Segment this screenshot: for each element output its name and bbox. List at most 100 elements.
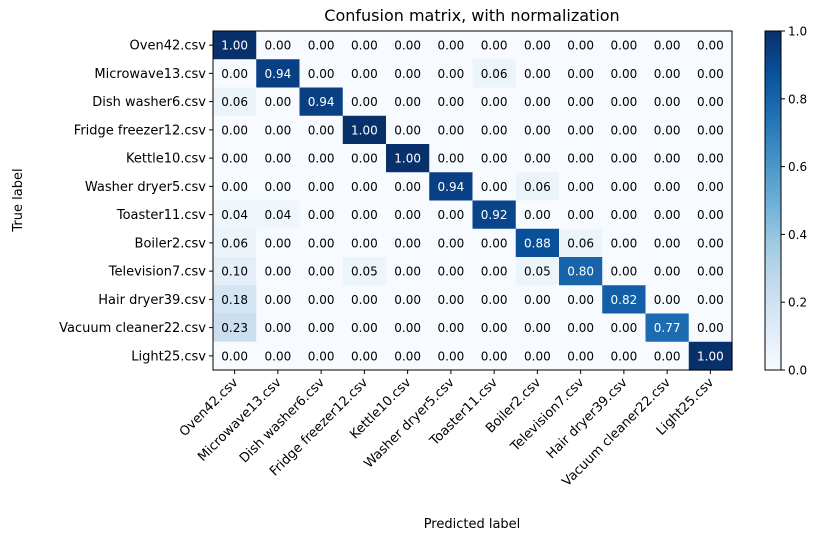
cell-value-label: 0.00 <box>438 208 465 222</box>
heatmap-cell <box>386 313 430 343</box>
cell-value-label: 0.00 <box>394 95 421 109</box>
heatmap-cell <box>342 59 387 89</box>
heatmap-cell <box>256 200 301 230</box>
heatmap-cell <box>645 341 690 371</box>
cell-value-label: 0.00 <box>394 180 421 194</box>
cell-value-label: 0.00 <box>481 293 508 307</box>
cell-value-label: 0.00 <box>265 39 292 53</box>
cell-value-label: 0.00 <box>351 95 378 109</box>
heatmap-cell <box>688 285 733 315</box>
heatmap-cell <box>213 59 257 89</box>
cell-value-label: 0.00 <box>697 321 724 335</box>
cell-value-label: 0.00 <box>567 293 594 307</box>
cell-value-label: 0.00 <box>438 95 465 109</box>
heatmap-cell <box>299 115 344 145</box>
cell-value-label: 0.00 <box>308 321 335 335</box>
cell-value-label: 0.00 <box>654 95 681 109</box>
cell-value-label: 0.00 <box>481 95 508 109</box>
cell-value-label: 0.00 <box>394 236 421 250</box>
cell-value-label: 0.00 <box>438 321 465 335</box>
heatmap-cell <box>559 172 603 202</box>
cell-value-label: 0.00 <box>351 39 378 53</box>
heatmap-cell <box>472 285 517 315</box>
heatmap-cell <box>688 144 733 173</box>
y-tick-label: Television7.csv <box>108 265 207 280</box>
cell-value-label: 0.00 <box>567 208 594 222</box>
y-tick-label: Dish washer6.csv <box>92 95 206 110</box>
cell-value-label: 0.00 <box>438 39 465 53</box>
cell-value-label: 0.00 <box>265 349 292 363</box>
cell-value-label: 0.00 <box>654 293 681 307</box>
cell-value-label: 0.23 <box>221 321 248 335</box>
heatmap-cell <box>299 200 344 230</box>
cell-value-label: 0.00 <box>265 236 292 250</box>
heatmap-cell <box>472 341 517 371</box>
cell-value-label: 0.06 <box>567 236 594 250</box>
cell-value-label: 0.00 <box>394 321 421 335</box>
heatmap-cell <box>299 285 344 315</box>
cell-value-label: 0.18 <box>221 293 248 307</box>
cell-value-label: 0.00 <box>611 123 638 137</box>
cell-value-label: 0.00 <box>265 265 292 279</box>
y-tick-label: Washer dryer5.csv <box>85 180 206 195</box>
heatmap-cell <box>688 200 733 230</box>
colorbar-tick-label: 0.2 <box>788 296 807 310</box>
cell-value-label: 0.00 <box>611 67 638 81</box>
cell-value-label: 0.00 <box>394 293 421 307</box>
cell-value-label: 0.00 <box>221 67 248 81</box>
cell-value-label: 0.00 <box>611 39 638 53</box>
heatmap-cell <box>472 228 517 258</box>
heatmap-cell <box>342 144 387 173</box>
cell-value-label: 0.00 <box>351 208 378 222</box>
cell-value-label: 0.00 <box>308 67 335 81</box>
cell-value-label: 0.04 <box>265 208 292 222</box>
colorbar-ticks: 0.0 0.2 0.4 0.6 0.8 1.0 <box>781 25 807 378</box>
cell-value-label: 0.00 <box>221 123 248 137</box>
cell-value-label: 0.00 <box>265 123 292 137</box>
cell-value-label: 0.00 <box>524 67 551 81</box>
cell-value-label: 0.00 <box>654 67 681 81</box>
heatmap-cell <box>256 59 301 89</box>
heatmap-cell <box>515 228 560 258</box>
cell-value-label: 0.00 <box>438 236 465 250</box>
heatmap-cell <box>299 172 344 202</box>
heatmap-cell <box>645 200 690 230</box>
heatmap-cell <box>515 87 560 117</box>
cell-value-label: 0.00 <box>221 349 248 363</box>
cell-value-label: 0.00 <box>351 180 378 194</box>
cell-value-label: 0.00 <box>394 208 421 222</box>
cell-value-label: 0.00 <box>697 67 724 81</box>
heatmap-cell <box>429 200 474 230</box>
heatmap-cell <box>213 87 257 117</box>
heatmap-cell <box>256 115 301 145</box>
cell-value-label: 0.00 <box>611 95 638 109</box>
heatmap-cell <box>429 313 474 343</box>
heatmap-cell <box>645 144 690 173</box>
cell-value-label: 0.94 <box>265 67 292 81</box>
cell-value-label: 0.00 <box>611 152 638 166</box>
cell-value-label: 0.04 <box>221 208 248 222</box>
cell-value-label: 0.00 <box>524 208 551 222</box>
heatmap-cell <box>386 257 430 286</box>
colorbar-tick-label: 0.0 <box>788 364 807 378</box>
heatmap-cell <box>386 115 430 145</box>
cell-value-label: 0.00 <box>654 208 681 222</box>
y-tick-label: Boiler2.csv <box>135 236 207 251</box>
cell-value-label: 0.00 <box>611 180 638 194</box>
cell-value-label: 0.00 <box>351 349 378 363</box>
cell-value-label: 0.00 <box>697 39 724 53</box>
cell-value-label: 0.82 <box>611 293 638 307</box>
heatmap-cell <box>342 228 387 258</box>
heatmap-cell <box>645 87 690 117</box>
heatmap-cell <box>213 313 257 343</box>
heatmap-cell <box>299 144 344 173</box>
heatmap-cell <box>213 200 257 230</box>
heatmap-cell <box>342 115 387 145</box>
heatmap-cell <box>386 87 430 117</box>
cell-value-label: 0.00 <box>697 208 724 222</box>
cell-value-label: 0.94 <box>438 180 465 194</box>
colorbar-tick-label: 0.6 <box>788 160 807 174</box>
cell-value-label: 0.00 <box>265 152 292 166</box>
cell-value-label: 0.00 <box>654 123 681 137</box>
